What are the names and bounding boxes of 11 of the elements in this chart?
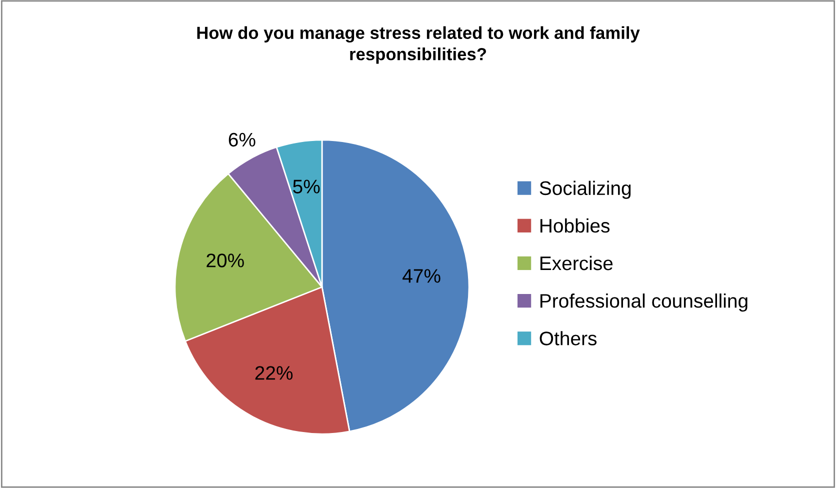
data-label: 6% [228,132,256,147]
data-label: 22% [255,366,293,380]
legend-label: Hobbies [540,218,610,233]
legend-label: Socializing [540,180,631,199]
data-label: 20% [206,254,244,268]
chart-title: How do you manage stress related to work and family responsibilities? [197,26,640,64]
data-label: 5% [293,180,320,194]
legend-label: Professional counselling [540,294,748,312]
legend-label: Others [540,331,597,346]
data-label: 47% [402,269,440,283]
legend-label: Exercise [540,256,613,270]
